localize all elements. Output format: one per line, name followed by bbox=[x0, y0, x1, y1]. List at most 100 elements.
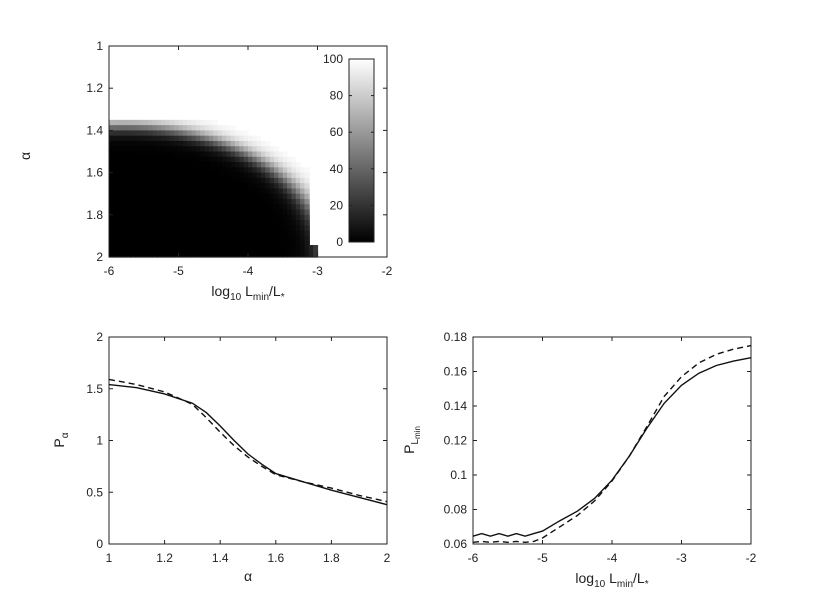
heatmap-cell bbox=[152, 230, 158, 237]
heatmap-cell bbox=[109, 225, 114, 232]
heatmap-cell bbox=[269, 146, 275, 153]
heatmap-cell bbox=[252, 230, 258, 237]
heatmap-cell bbox=[269, 209, 275, 216]
heatmap-cell bbox=[239, 230, 245, 237]
heatmap-cell bbox=[282, 167, 288, 174]
heatmap-cell bbox=[109, 198, 114, 205]
heatmap-cell bbox=[174, 204, 180, 211]
heatmap-cell bbox=[109, 251, 114, 258]
heatmap-cell bbox=[182, 204, 188, 211]
heatmap-cell bbox=[122, 146, 127, 153]
p-lmin-y-tick-label: 0.16 bbox=[444, 365, 468, 379]
heatmap-cell bbox=[113, 146, 119, 153]
heatmap-cell bbox=[239, 251, 245, 258]
heatmap-cell bbox=[187, 183, 193, 190]
heatmap-cell bbox=[139, 193, 145, 200]
heatmap-cell bbox=[152, 156, 158, 163]
heatmap-cell bbox=[156, 209, 162, 216]
heatmap-cell bbox=[208, 183, 214, 190]
heatmap-cell bbox=[174, 230, 180, 237]
heatmap-cell bbox=[234, 156, 240, 163]
heatmap-cell bbox=[256, 204, 262, 211]
heatmap-cell bbox=[182, 198, 188, 205]
heatmap-cell bbox=[217, 135, 223, 142]
heatmap-cell bbox=[217, 193, 223, 200]
heatmap-cell bbox=[195, 214, 201, 221]
heatmap-cell bbox=[187, 156, 193, 163]
heatmap-cell bbox=[226, 204, 232, 211]
heatmap-cell bbox=[156, 146, 162, 153]
heatmap-cell bbox=[139, 230, 145, 237]
heatmap-cell bbox=[109, 204, 114, 211]
heatmap-cell bbox=[143, 204, 149, 211]
heatmap-cell bbox=[256, 230, 262, 237]
heatmap-cell bbox=[169, 246, 175, 253]
heatmap-cell bbox=[234, 198, 240, 205]
heatmap-cell bbox=[221, 140, 227, 147]
heatmap-cell bbox=[248, 177, 253, 184]
p-lmin-y-tick-label: 0.06 bbox=[444, 537, 468, 551]
heatmap-cell bbox=[195, 119, 201, 126]
heatmap-cell bbox=[143, 119, 149, 126]
heatmap-cell bbox=[161, 140, 167, 147]
heatmap-cell bbox=[230, 204, 236, 211]
heatmap-cell bbox=[187, 204, 193, 211]
heatmap-cell bbox=[161, 230, 167, 237]
heatmap-cell bbox=[152, 251, 158, 258]
heatmap-cell bbox=[113, 140, 119, 147]
heatmap-cell bbox=[117, 251, 123, 258]
heatmap-cell bbox=[109, 230, 114, 237]
heatmap-cell bbox=[226, 188, 232, 195]
heatmap-cell bbox=[165, 251, 171, 258]
heatmap-cell bbox=[139, 130, 145, 137]
heatmap-cell bbox=[291, 162, 297, 168]
heatmap-cell bbox=[304, 198, 310, 205]
p-alpha-y-tick-label: 1.5 bbox=[86, 382, 103, 396]
heatmap-cell bbox=[130, 204, 136, 211]
heatmap-cell bbox=[208, 241, 214, 248]
heatmap-xlabel: log10 Lmin/L* bbox=[211, 283, 284, 303]
heatmap-cell bbox=[274, 235, 280, 242]
heatmap-cell bbox=[252, 177, 258, 184]
heatmap-cell bbox=[261, 140, 266, 147]
heatmap-cell bbox=[213, 125, 219, 131]
heatmap-cell bbox=[230, 177, 236, 184]
heatmap-cell bbox=[161, 177, 167, 184]
heatmap-cell bbox=[278, 188, 284, 195]
heatmap-cell bbox=[130, 156, 136, 163]
heatmap-cell bbox=[200, 235, 206, 242]
heatmap-cell bbox=[278, 225, 284, 232]
heatmap-cell bbox=[195, 230, 201, 237]
heatmap-cell bbox=[252, 167, 258, 174]
heatmap-cell bbox=[208, 146, 214, 153]
heatmap-cell bbox=[143, 162, 149, 168]
heatmap-cell bbox=[152, 146, 158, 153]
heatmap-cell bbox=[152, 220, 158, 226]
p-lmin-y-tick-label: 0.1 bbox=[450, 468, 467, 482]
heatmap-cell bbox=[152, 119, 158, 126]
heatmap-cell bbox=[287, 246, 293, 253]
heatmap-ylabel: α bbox=[17, 152, 33, 160]
heatmap-cell bbox=[230, 209, 236, 216]
heatmap-cell bbox=[148, 167, 154, 174]
heatmap-cell bbox=[182, 146, 188, 153]
heatmap-cell bbox=[256, 220, 262, 226]
heatmap-cell bbox=[291, 235, 297, 242]
heatmap-cell bbox=[143, 167, 149, 174]
heatmap-cell bbox=[208, 251, 214, 258]
heatmap-cell bbox=[256, 241, 262, 248]
heatmap-cell bbox=[226, 241, 232, 248]
p-lmin-y-ticks: 0.06 0.08 0.1 0.12 0.14 0.16 0.18 bbox=[444, 330, 751, 551]
heatmap-cell bbox=[178, 183, 184, 190]
heatmap-cell bbox=[200, 198, 206, 205]
heatmap-cell bbox=[148, 209, 154, 216]
heatmap-cell bbox=[143, 214, 149, 221]
heatmap-cell bbox=[274, 214, 280, 221]
heatmap-cell bbox=[239, 167, 245, 174]
heatmap-cell bbox=[139, 135, 145, 142]
heatmap-cell bbox=[243, 209, 249, 216]
heatmap-cell bbox=[243, 198, 249, 205]
heatmap-cell bbox=[204, 162, 210, 168]
heatmap-cell bbox=[217, 177, 223, 184]
heatmap-cell bbox=[217, 156, 223, 163]
